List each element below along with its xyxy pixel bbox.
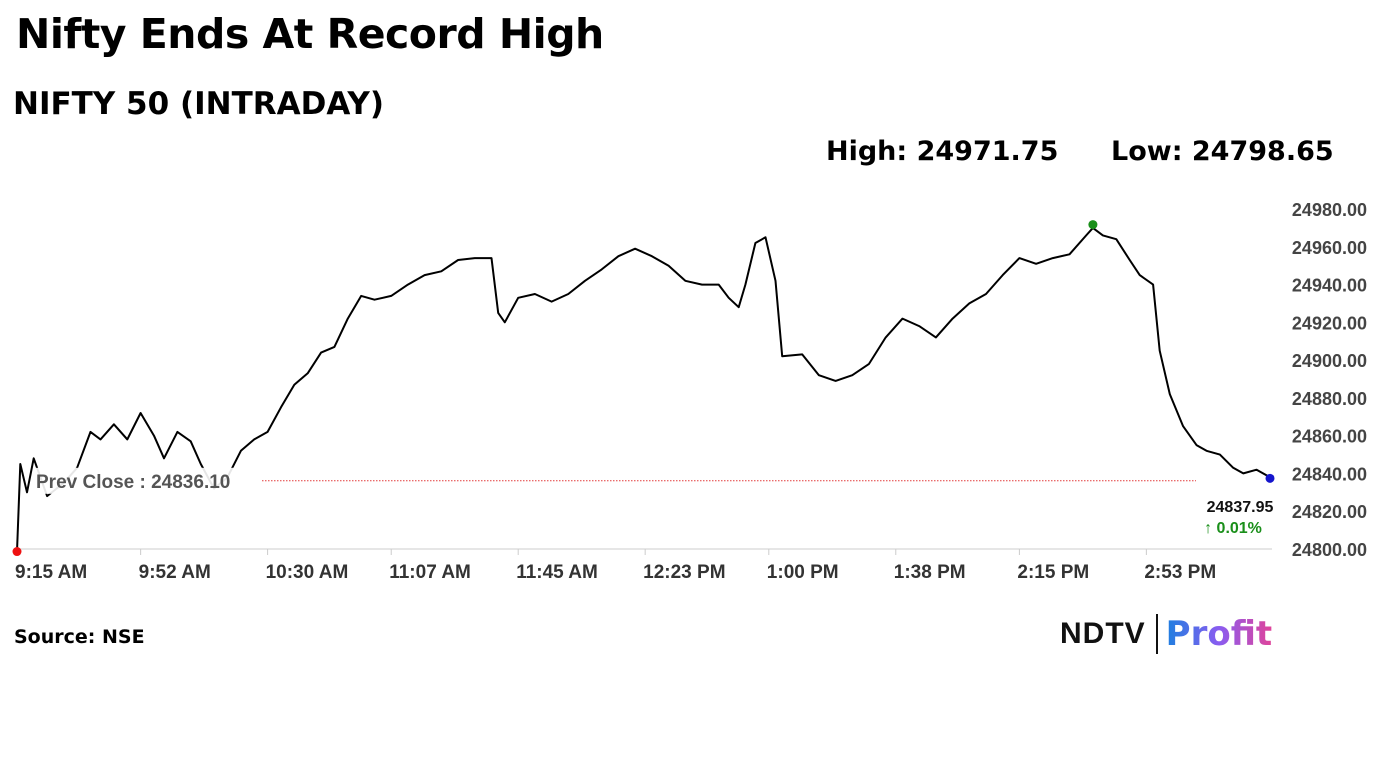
x-tick-label: 10:30 AM (266, 562, 349, 583)
x-tick-label: 1:00 PM (767, 562, 839, 583)
y-tick-label: 24960.00 (1292, 238, 1367, 258)
x-tick-label: 11:45 AM (516, 562, 598, 583)
logo-ndtv-text: NDTV (1060, 617, 1146, 650)
prev-close-label-bg (33, 467, 259, 494)
x-tick-label: 1:38 PM (894, 562, 966, 583)
source-note: Source: NSE (14, 626, 145, 648)
headline: Nifty Ends At Record High (16, 10, 604, 58)
y-tick-label: 24860.00 (1292, 427, 1367, 447)
logo-divider (1155, 614, 1158, 654)
y-tick-label: 24900.00 (1292, 351, 1367, 371)
y-tick-label: 24800.00 (1292, 540, 1367, 560)
day-high-marker (1088, 220, 1098, 230)
ndtv-profit-logo: NDTV Profit (1060, 612, 1272, 656)
x-tick-label: 9:15 AM (15, 562, 87, 583)
price-series-line (16, 226, 1271, 553)
y-tick-label: 24820.00 (1292, 502, 1367, 522)
day-low-marker (12, 547, 22, 557)
day-high-label: High: 24971.75 (826, 136, 1059, 167)
y-tick-label: 24880.00 (1292, 389, 1367, 409)
chart-title: NIFTY 50 (INTRADAY) (13, 86, 385, 122)
prev-close-label: Prev Close : 24836.10 (36, 472, 230, 493)
last-value-label: 24837.95 (1207, 499, 1274, 516)
x-tick-label: 2:53 PM (1144, 562, 1216, 583)
x-tick-label: 11:07 AM (389, 562, 471, 583)
y-tick-label: 24980.00 (1292, 200, 1367, 220)
intraday-line-chart: 24980.00 24960.00 24940.00 24920.00 24900.00… (12, 200, 1367, 583)
last-price-marker (1265, 473, 1275, 483)
y-tick-label: 24940.00 (1292, 276, 1367, 296)
logo-profit-text: Profit (1165, 614, 1273, 654)
x-tick-label: 12:23 PM (643, 562, 725, 583)
day-low-label: Low: 24798.65 (1111, 136, 1334, 167)
y-tick-label: 24840.00 (1292, 464, 1367, 484)
y-tick-label: 24920.00 (1292, 313, 1367, 333)
x-tick-label: 2:15 PM (1017, 562, 1089, 583)
change-percent-label: ↑ 0.01% (1204, 520, 1262, 537)
x-tick-label: 9:52 AM (139, 562, 211, 583)
